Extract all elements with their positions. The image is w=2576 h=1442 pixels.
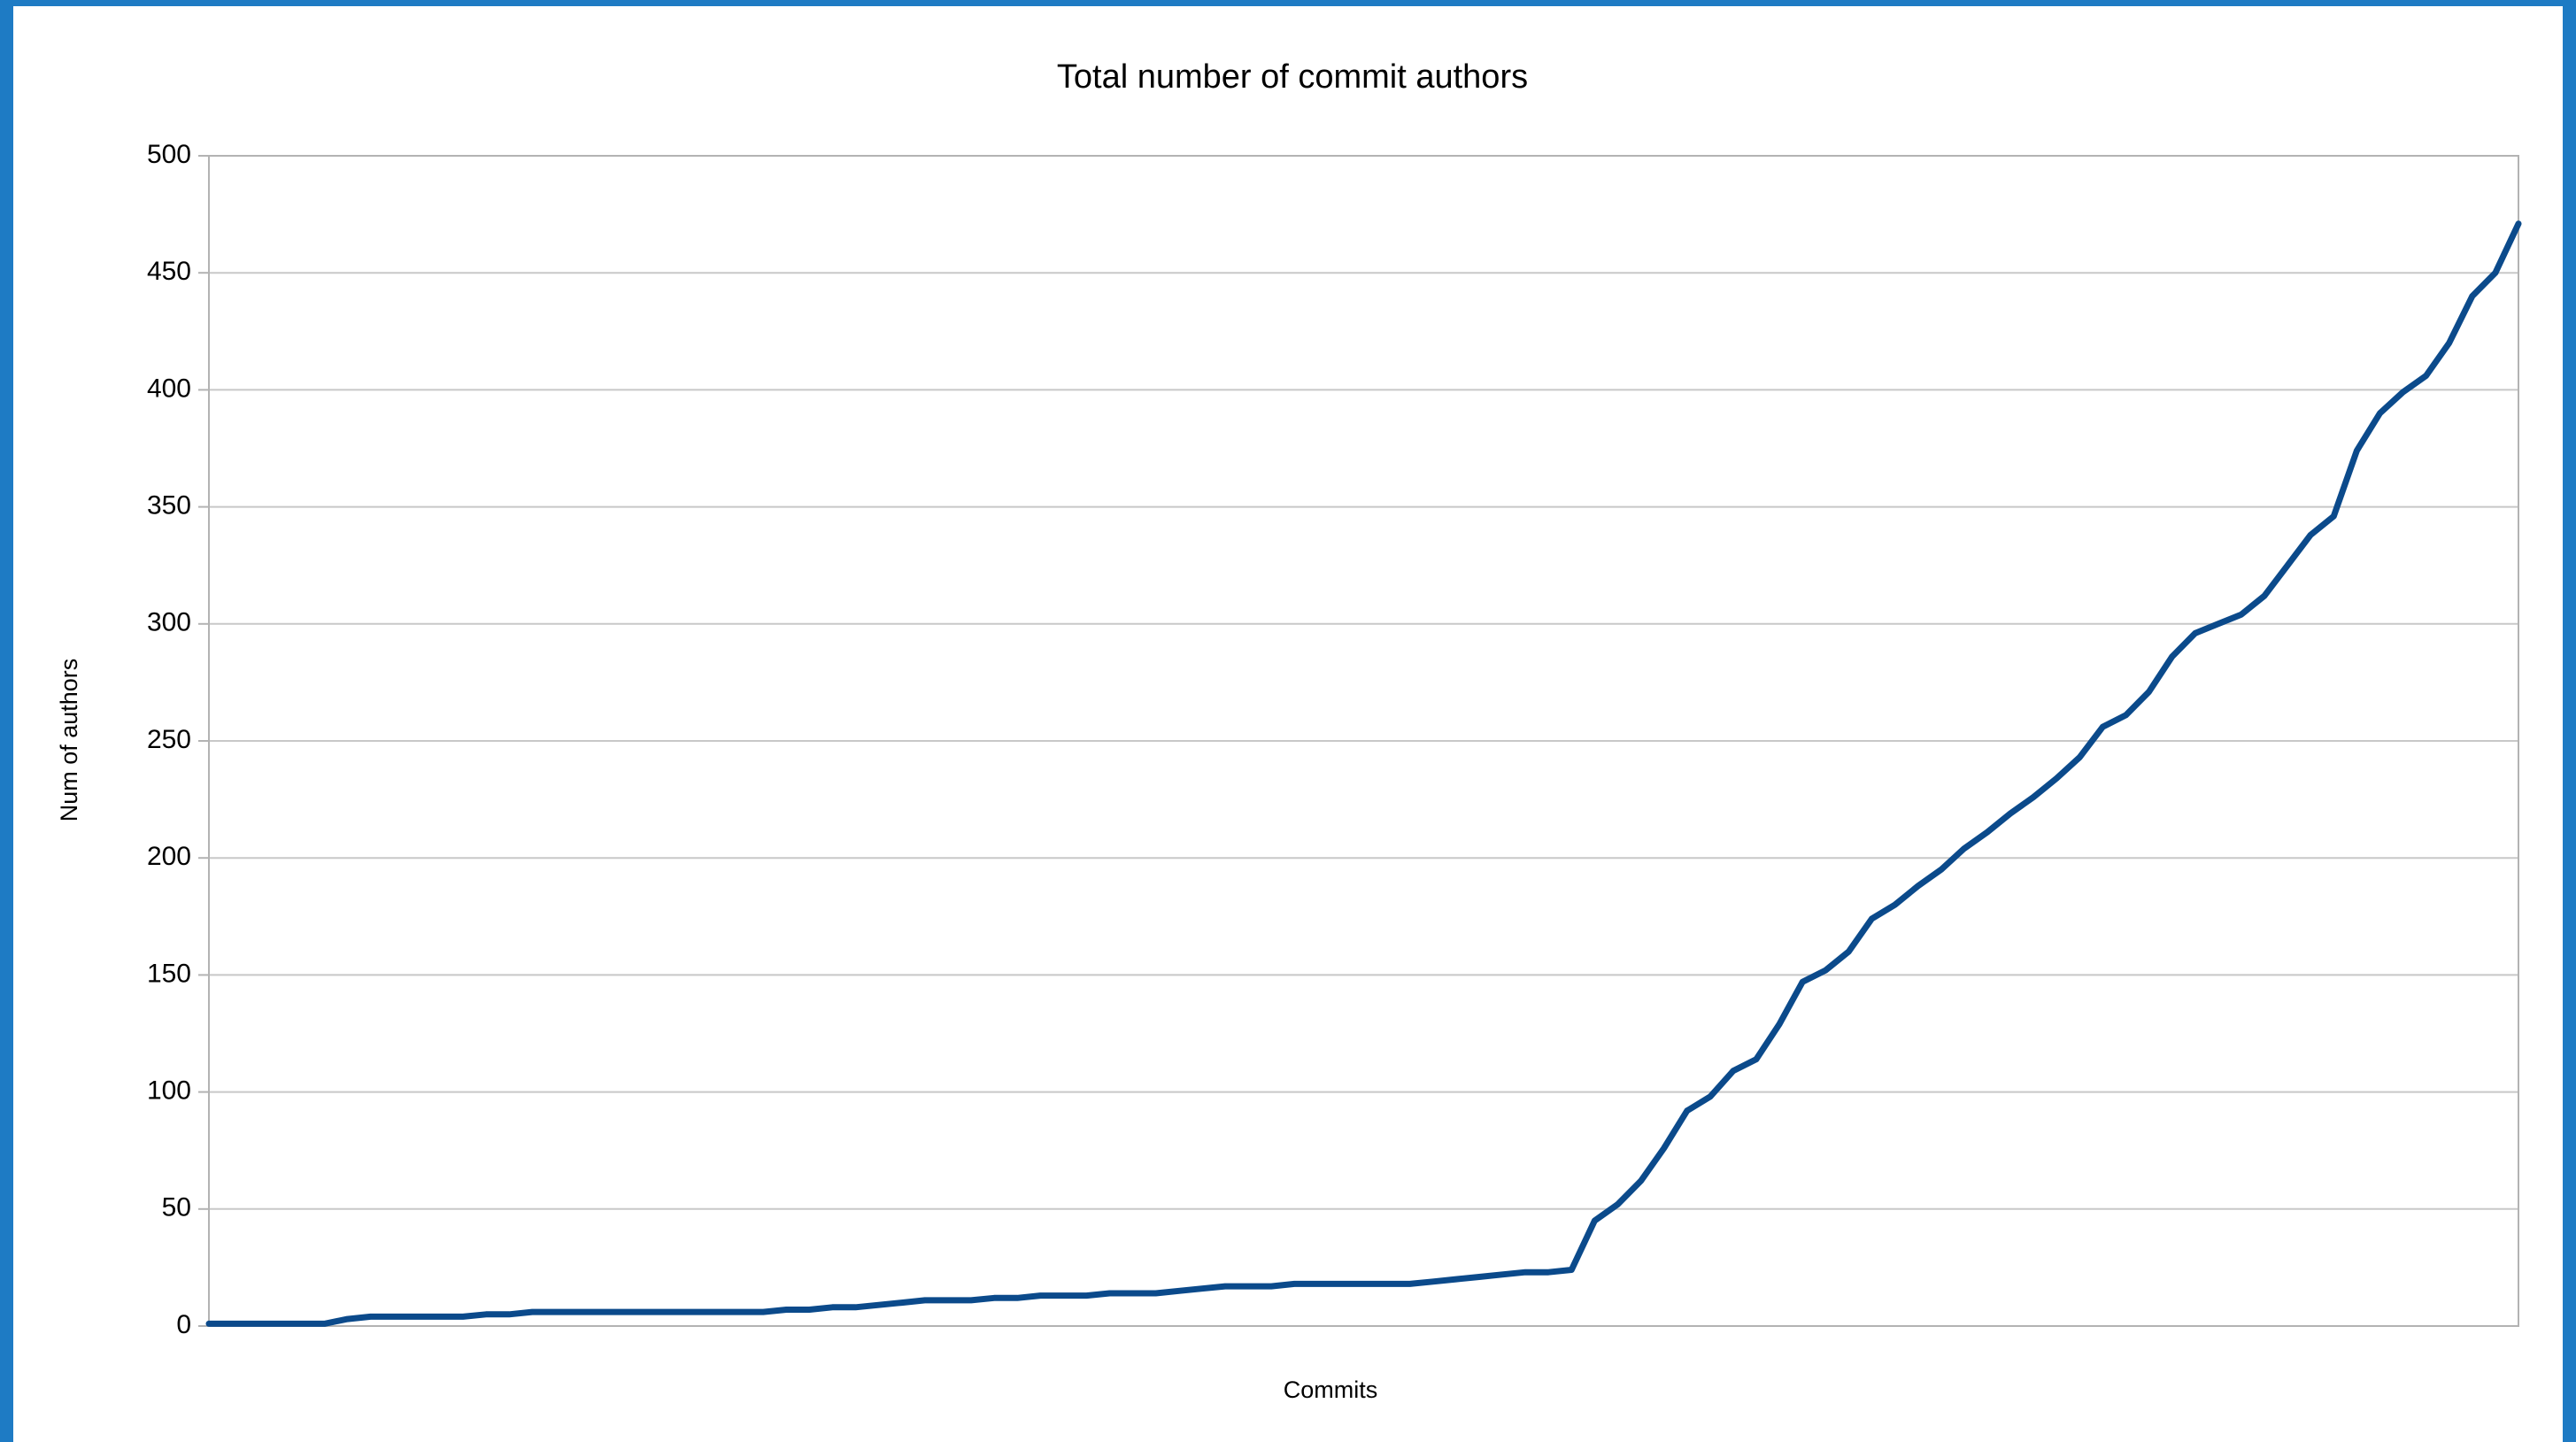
y-tick-label: 450 bbox=[147, 257, 191, 286]
y-tick-label: 400 bbox=[147, 374, 191, 403]
y-axis-label: Num of authors bbox=[56, 659, 82, 822]
line-series bbox=[205, 220, 2522, 1327]
x-axis-label: Commits bbox=[1284, 1376, 1378, 1403]
y-tick-label: 150 bbox=[147, 959, 191, 988]
chart-title: Total number of commit authors bbox=[1057, 58, 1528, 96]
y-tick-label: 100 bbox=[147, 1076, 191, 1106]
y-tick-label: 500 bbox=[147, 140, 191, 169]
y-tick-label: 250 bbox=[147, 725, 191, 754]
plot-border bbox=[208, 155, 2519, 1327]
y-tick-label: 300 bbox=[147, 608, 191, 637]
y-tick-label: 0 bbox=[176, 1310, 191, 1339]
chart-background bbox=[13, 6, 2563, 1442]
y-tick-label: 50 bbox=[162, 1193, 191, 1222]
y-tick-label: 350 bbox=[147, 491, 191, 521]
y-tick-label: 200 bbox=[147, 842, 191, 871]
